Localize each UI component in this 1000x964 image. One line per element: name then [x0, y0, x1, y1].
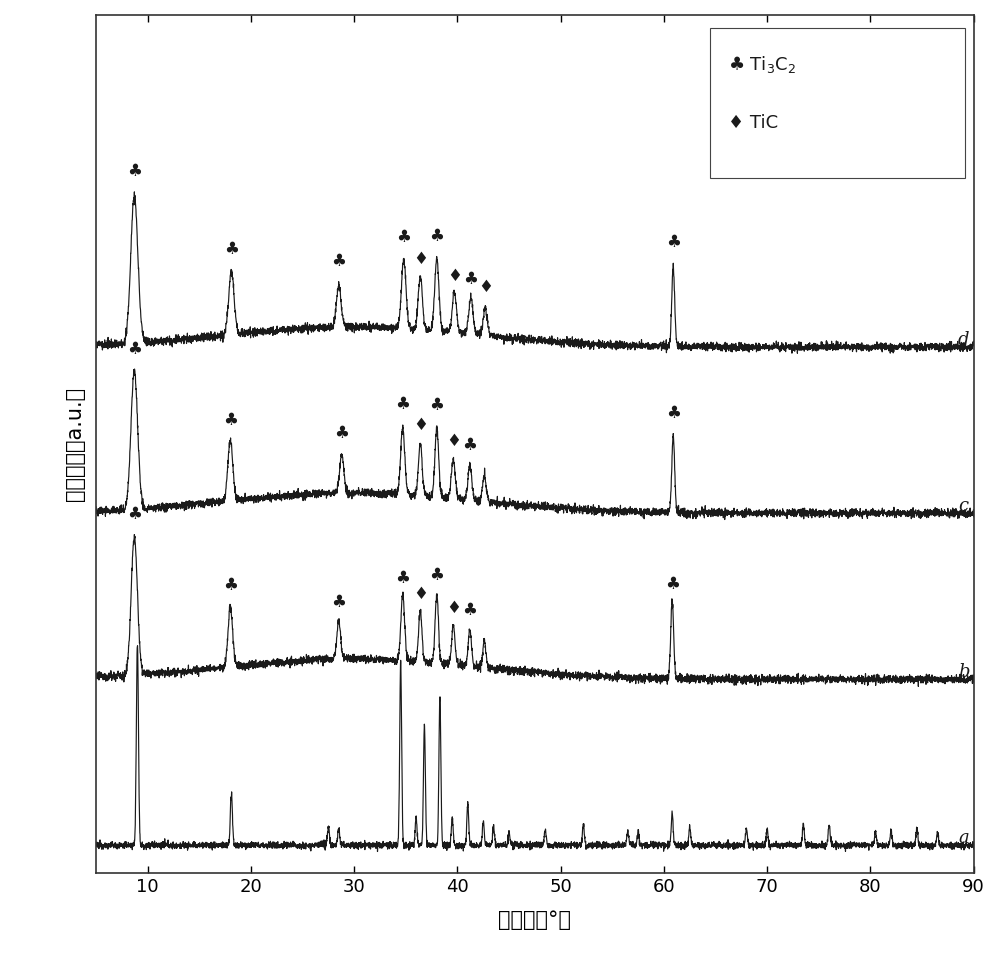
Text: ♣ Ti$_3$C$_2$: ♣ Ti$_3$C$_2$ — [728, 54, 796, 74]
Text: ♣: ♣ — [395, 395, 410, 413]
Text: ♦: ♦ — [446, 432, 461, 450]
Text: ♣: ♣ — [665, 575, 680, 593]
Text: ♦: ♦ — [478, 279, 493, 297]
Text: ♣: ♣ — [331, 593, 346, 611]
Text: a: a — [958, 829, 969, 847]
Text: ♣: ♣ — [223, 576, 238, 595]
Text: ♣: ♣ — [462, 436, 477, 454]
Text: ♣: ♣ — [334, 424, 349, 442]
Text: ♣: ♣ — [666, 233, 681, 252]
FancyBboxPatch shape — [710, 28, 965, 178]
Text: ♣: ♣ — [331, 252, 346, 270]
X-axis label: 衍射角（°）: 衍射角（°） — [498, 910, 571, 929]
Text: ♣: ♣ — [127, 504, 142, 522]
Text: ♣: ♣ — [429, 228, 444, 246]
Text: d: d — [958, 331, 970, 349]
Text: ♣: ♣ — [396, 228, 411, 247]
Text: ♣: ♣ — [666, 404, 681, 421]
Text: ♣: ♣ — [224, 240, 239, 258]
Text: ♣: ♣ — [429, 396, 444, 414]
Text: ♣: ♣ — [429, 566, 444, 584]
Text: ♣: ♣ — [127, 339, 142, 358]
Text: ♦ TiC: ♦ TiC — [728, 114, 778, 132]
Text: ♣: ♣ — [463, 270, 478, 288]
Y-axis label: 衍射强度（a.u.）: 衍射强度（a.u.） — [65, 387, 85, 501]
Text: ♣: ♣ — [223, 411, 238, 429]
Text: ♦: ♦ — [446, 600, 461, 618]
Text: ♦: ♦ — [413, 585, 428, 603]
Text: c: c — [958, 496, 968, 515]
Text: ♦: ♦ — [413, 251, 428, 268]
Text: ♦: ♦ — [447, 267, 462, 284]
Text: ♣: ♣ — [462, 601, 477, 619]
Text: ♦: ♦ — [413, 416, 428, 435]
Text: ♣: ♣ — [395, 570, 410, 587]
Text: ♣: ♣ — [127, 162, 142, 180]
Text: b: b — [958, 663, 970, 681]
